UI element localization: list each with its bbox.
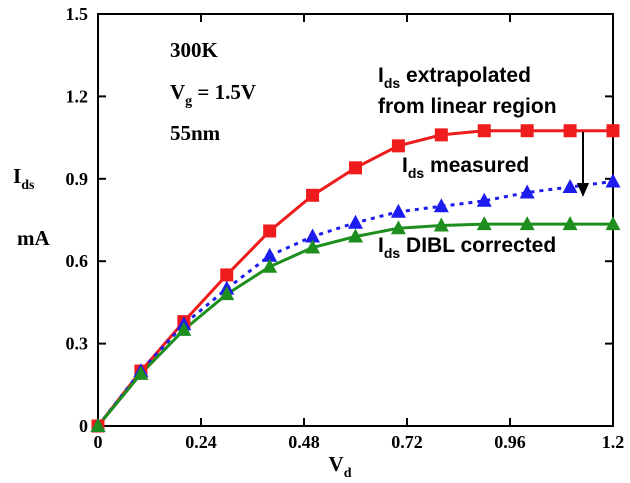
point-extrapolated bbox=[349, 161, 362, 175]
x-axis-label: Vd bbox=[329, 452, 352, 481]
y-tick-label: 0.3 bbox=[66, 334, 89, 354]
point-dibl-corrected bbox=[476, 216, 492, 231]
point-measured bbox=[433, 198, 449, 213]
point-dibl-corrected bbox=[519, 216, 535, 231]
x-tick-label: 0.96 bbox=[494, 432, 526, 452]
x-tick-label: 0 bbox=[94, 432, 103, 452]
node-annotation: 55nm bbox=[170, 121, 221, 145]
y-axis-unit: mA bbox=[17, 226, 50, 250]
arrow-head bbox=[577, 183, 589, 197]
point-extrapolated bbox=[606, 124, 620, 138]
series-layer bbox=[90, 124, 621, 433]
point-measured bbox=[262, 247, 278, 262]
point-dibl-corrected bbox=[390, 220, 406, 235]
point-dibl-corrected bbox=[348, 228, 363, 243]
point-measured bbox=[605, 173, 621, 188]
x-tick-labels: 0 0.24 0.48 0.72 0.96 1.2 bbox=[94, 432, 625, 452]
point-dibl-corrected bbox=[176, 321, 192, 336]
point-measured bbox=[519, 184, 535, 199]
series-label-dibl-corrected: Ids DIBL corrected bbox=[378, 234, 556, 261]
point-dibl-corrected bbox=[433, 217, 449, 232]
x-tick-label: 0.24 bbox=[185, 432, 217, 452]
y-tick-label: 0.9 bbox=[66, 169, 89, 189]
y-tick-label: 0.6 bbox=[66, 251, 89, 271]
point-extrapolated bbox=[306, 188, 320, 202]
point-dibl-corrected bbox=[562, 216, 578, 231]
x-tick-label: 0.72 bbox=[391, 432, 423, 452]
point-dibl-corrected bbox=[262, 258, 278, 273]
point-extrapolated bbox=[434, 128, 448, 142]
point-measured bbox=[305, 228, 321, 243]
gate-voltage-annotation: Vg = 1.5V bbox=[170, 80, 256, 109]
y-tick-labels: 0 0.3 0.6 0.9 1.2 1.5 bbox=[66, 4, 89, 436]
point-measured bbox=[390, 203, 406, 218]
point-measured bbox=[562, 179, 578, 194]
series-label-measured: Ids measured bbox=[402, 154, 529, 181]
point-extrapolated bbox=[263, 224, 277, 238]
series-line-extrapolated bbox=[96, 129, 613, 427]
point-dibl-corrected bbox=[305, 239, 321, 254]
point-dibl-corrected bbox=[605, 216, 621, 231]
series-label-extrapolated-line2: from linear region bbox=[378, 95, 557, 118]
point-extrapolated bbox=[391, 139, 405, 153]
temperature-annotation: 300K bbox=[170, 38, 219, 62]
point-extrapolated bbox=[520, 124, 534, 138]
point-dibl-corrected bbox=[219, 286, 235, 301]
point-measured bbox=[476, 192, 492, 207]
point-extrapolated bbox=[220, 268, 234, 282]
x-tick-label: 1.2 bbox=[602, 432, 625, 452]
y-tick-label: 1.2 bbox=[66, 86, 89, 106]
y-tick-label: 0 bbox=[79, 416, 88, 436]
point-dibl-corrected bbox=[133, 365, 149, 380]
series-label-extrapolated: Ids extrapolated bbox=[378, 64, 531, 91]
y-axis-label: Ids bbox=[13, 164, 35, 193]
x-tick-label: 0.48 bbox=[288, 432, 320, 452]
y-tick-label: 1.5 bbox=[66, 4, 89, 24]
point-measured bbox=[348, 214, 363, 229]
point-extrapolated bbox=[477, 124, 491, 138]
point-extrapolated bbox=[563, 124, 577, 138]
point-dibl-corrected bbox=[90, 418, 106, 432]
